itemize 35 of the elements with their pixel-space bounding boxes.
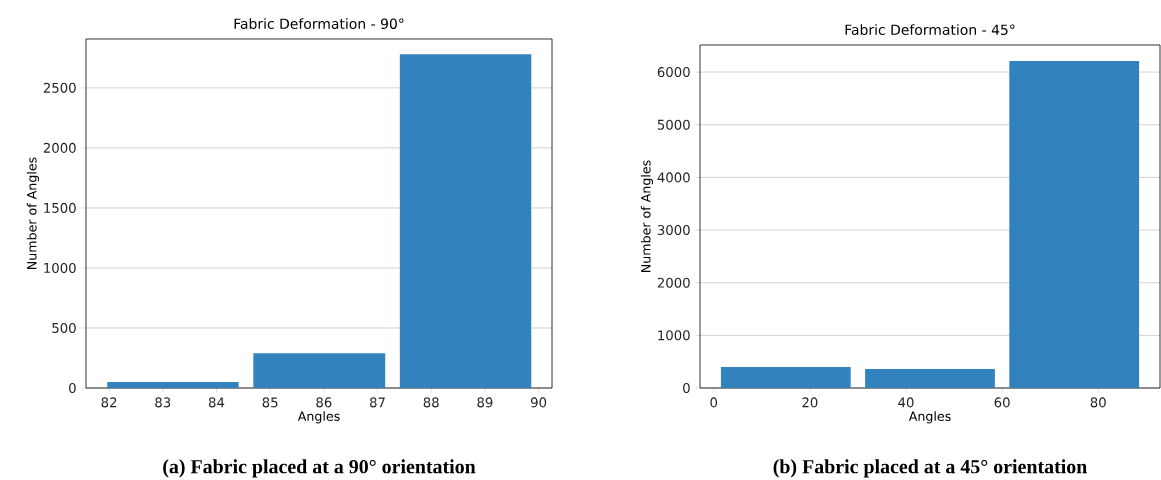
- x-tick-label: 89: [477, 397, 493, 408]
- x-tick-label: 40: [898, 397, 914, 408]
- x-tick-label: 87: [369, 397, 385, 408]
- text: (b) Fabric placed at a 45° orientation: [773, 459, 1087, 478]
- y-tick-label: 0: [683, 382, 690, 394]
- chart-title: Fabric Deformation - 45°: [845, 24, 1015, 35]
- y-tick-label: 5000: [657, 119, 690, 130]
- x-tick-label: 80: [1090, 397, 1106, 408]
- x-tick-label: 82: [101, 397, 117, 408]
- x-tick-label: 84: [208, 397, 225, 408]
- y-tick-label: 1500: [44, 202, 76, 213]
- y-tick-label: 2000: [657, 277, 690, 288]
- x-tick-label: 0: [710, 397, 718, 408]
- x-tick-label: 85: [262, 397, 278, 408]
- y-tick-label: 500: [52, 322, 76, 333]
- x-tick-label: 20: [802, 397, 818, 408]
- x-axis-title: Angles: [908, 411, 951, 424]
- x-axis-title: Angles: [297, 411, 340, 424]
- x-tick-label: 86: [316, 397, 332, 408]
- y-tick-label: 2000: [43, 142, 76, 153]
- x-tick-label: 88: [423, 397, 439, 408]
- x-tick-label: 83: [155, 397, 171, 408]
- text: (a) Fabric placed at a 90° orientation: [163, 459, 476, 478]
- y-tick-label: 3000: [657, 224, 690, 236]
- y-axis-title: Number of Angles: [26, 157, 40, 269]
- y-tick-label: 6000: [657, 67, 690, 78]
- y-tick-label: 2500: [43, 82, 76, 93]
- x-tick-label: 90: [530, 397, 547, 408]
- y-tick-label: 1000: [658, 330, 690, 341]
- chart-title: Fabric Deformation - 90°: [234, 18, 404, 29]
- x-tick-label: 60: [994, 397, 1010, 408]
- y-tick-label: 0: [69, 382, 76, 394]
- y-axis-title: Number of Angles: [640, 160, 654, 272]
- y-tick-label: 1000: [44, 262, 76, 273]
- y-tick-label: 4000: [657, 172, 690, 183]
